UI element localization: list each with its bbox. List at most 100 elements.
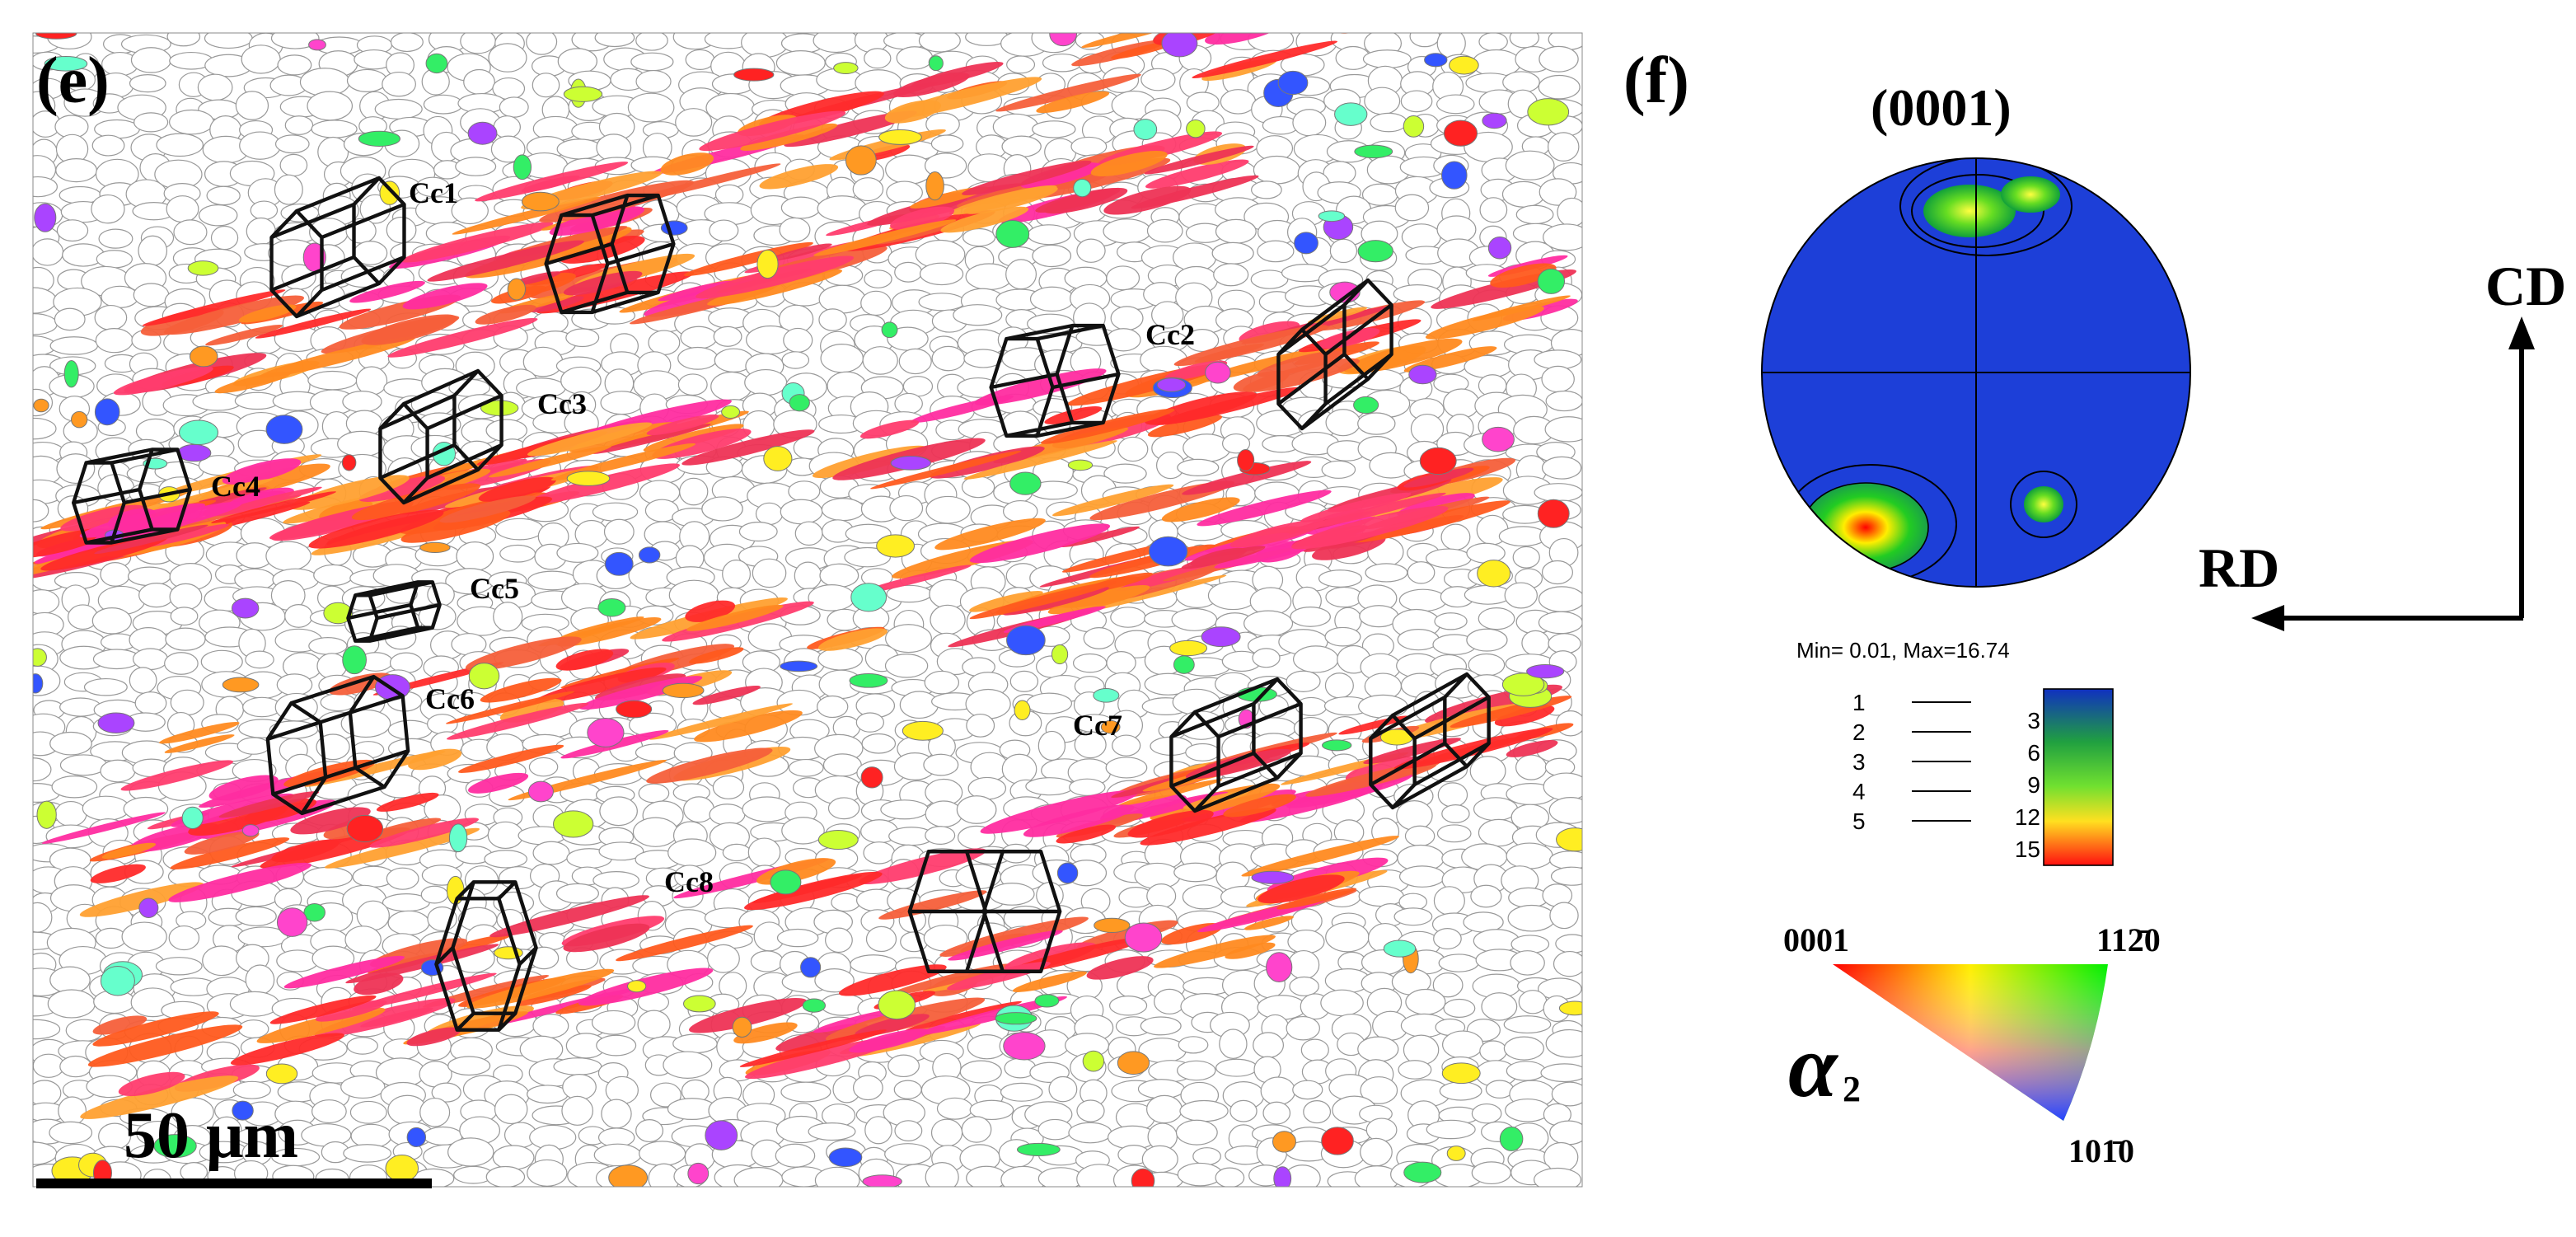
- grain: [1553, 950, 1582, 977]
- grain: [341, 454, 357, 471]
- axis-label: CD: [2485, 255, 2566, 317]
- grain: [133, 112, 169, 133]
- grain: [630, 52, 674, 72]
- grain: [420, 885, 448, 904]
- grain: [850, 954, 897, 975]
- grain: [307, 370, 358, 391]
- grain: [382, 71, 416, 97]
- grain: [138, 897, 159, 918]
- grain: [1293, 645, 1339, 673]
- grain: [1549, 850, 1582, 870]
- grain: [1103, 463, 1147, 484]
- grain: [682, 995, 716, 1013]
- grain: [632, 817, 679, 847]
- grain: [1466, 542, 1506, 564]
- grain: [346, 68, 388, 92]
- grain: [878, 129, 922, 145]
- callout: Cc5: [470, 572, 519, 605]
- grain: [556, 138, 603, 160]
- grain: [279, 153, 308, 177]
- grain: [1398, 1060, 1432, 1080]
- grain: [864, 1116, 892, 1145]
- grain: [425, 53, 448, 74]
- grain: [925, 800, 963, 827]
- grain: [1171, 607, 1218, 631]
- grain: [1260, 1076, 1296, 1106]
- grain: [817, 647, 863, 671]
- grain: [953, 304, 1003, 326]
- grain: [1383, 939, 1417, 958]
- contour-level: 4: [1852, 779, 1866, 804]
- grain: [527, 1159, 568, 1187]
- grain: [387, 719, 433, 740]
- grain: [886, 180, 923, 204]
- grain: [1549, 902, 1579, 930]
- grain: [1146, 883, 1177, 909]
- grain: [1252, 648, 1281, 668]
- grain: [1292, 109, 1327, 137]
- grain: [1005, 259, 1037, 290]
- grain: [49, 966, 91, 994]
- contour-level: 5: [1852, 808, 1866, 834]
- grain: [893, 1080, 922, 1099]
- grain: [1424, 53, 1448, 68]
- grain: [317, 136, 349, 167]
- grain: [733, 1167, 784, 1187]
- grain: [342, 645, 367, 675]
- grain: [750, 950, 784, 972]
- grain: [1303, 1100, 1332, 1124]
- grain: [894, 392, 923, 415]
- grain: [83, 677, 128, 696]
- grain: [349, 1100, 387, 1124]
- grain: [780, 1081, 831, 1103]
- lamella: [1219, 10, 1271, 30]
- grain: [1257, 995, 1307, 1020]
- grain: [308, 39, 326, 51]
- grain: [1408, 364, 1437, 385]
- grain: [667, 838, 717, 867]
- grain: [358, 130, 400, 148]
- grain: [1169, 640, 1208, 657]
- grain: [831, 893, 860, 912]
- scale-label: 9: [2027, 772, 2040, 798]
- grain: [1325, 409, 1361, 437]
- grain: [1215, 218, 1257, 244]
- grain: [1056, 862, 1079, 884]
- grain: [1558, 1000, 1582, 1016]
- grain: [1357, 240, 1393, 263]
- grain: [878, 990, 916, 1020]
- grain: [1325, 586, 1363, 608]
- grain: [649, 1082, 681, 1108]
- grain: [931, 345, 966, 372]
- grain: [54, 307, 86, 331]
- grain: [33, 313, 58, 335]
- grain: [854, 33, 889, 54]
- grain: [881, 321, 898, 339]
- grain: [1037, 730, 1066, 761]
- color-bar: [2043, 688, 2114, 866]
- grain: [1140, 1016, 1182, 1036]
- grain: [1358, 694, 1408, 719]
- grain: [100, 562, 131, 587]
- grain: [844, 546, 891, 568]
- grain: [1504, 582, 1538, 609]
- grain: [845, 523, 892, 544]
- grain: [431, 1082, 461, 1103]
- grain: [467, 121, 498, 145]
- grain: [1537, 499, 1570, 528]
- panel-label: (f): [1623, 45, 1689, 117]
- grain: [1485, 1080, 1514, 1099]
- grain: [200, 649, 243, 674]
- phase-subscript: 2: [1843, 1069, 1861, 1109]
- grain: [900, 931, 929, 953]
- grain: [962, 227, 996, 247]
- grain: [1117, 436, 1149, 462]
- grain: [463, 68, 495, 95]
- grain: [55, 157, 98, 183]
- grain: [1110, 607, 1146, 628]
- grain: [1334, 102, 1368, 126]
- grain: [1541, 456, 1582, 480]
- grain: [1318, 210, 1346, 223]
- grain: [513, 154, 532, 180]
- scale-label: 12: [2015, 804, 2040, 830]
